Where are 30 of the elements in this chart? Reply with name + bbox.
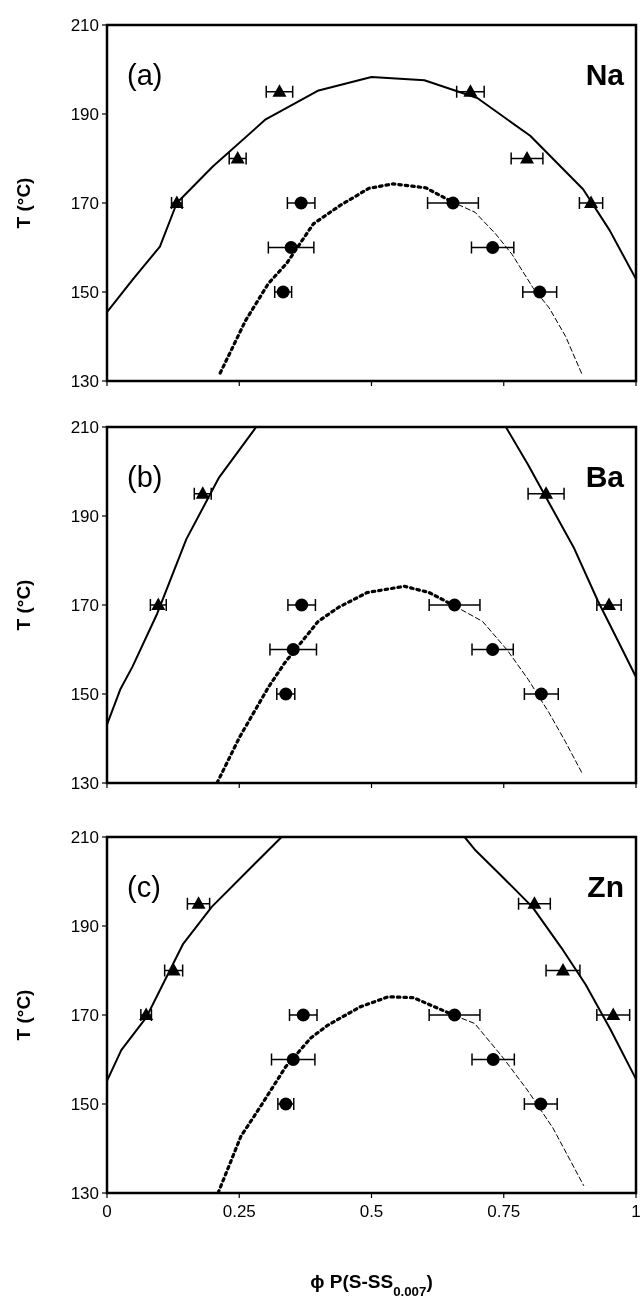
annotation: (c) bbox=[127, 871, 161, 903]
y-axis-title: T (°C) bbox=[13, 579, 34, 631]
annotation: (b) bbox=[127, 461, 163, 493]
y-tick-label: 210 bbox=[70, 15, 99, 35]
y-tick-label: 190 bbox=[70, 506, 99, 526]
y-tick-label: 150 bbox=[70, 684, 99, 704]
y-axis-title: T (°C) bbox=[13, 989, 34, 1041]
y-tick-label: 150 bbox=[70, 1094, 99, 1114]
y-tick-label: 210 bbox=[70, 417, 99, 437]
y-tick-label: 170 bbox=[70, 1005, 99, 1025]
x-tick-label: 0.5 bbox=[359, 1202, 384, 1221]
y-tick-label: 190 bbox=[70, 104, 99, 124]
x-axis-title: ϕ P(S-SS$_{0.007}$) bbox=[310, 1271, 433, 1299]
x-tick-label: 1 bbox=[631, 1202, 641, 1221]
y-tick-label: 150 bbox=[70, 282, 99, 302]
annotation: Na bbox=[585, 58, 625, 91]
x-tick-label: 0.75 bbox=[487, 1202, 521, 1221]
y-tick-label: 170 bbox=[70, 595, 99, 615]
y-tick-label: 170 bbox=[70, 193, 99, 213]
annotation: Ba bbox=[585, 460, 625, 493]
y-tick-label: 130 bbox=[70, 773, 99, 793]
annotation: Zn bbox=[587, 870, 624, 903]
y-tick-label: 190 bbox=[70, 916, 99, 936]
annotation: (a) bbox=[127, 59, 163, 91]
x-tick-label: 0.25 bbox=[222, 1202, 256, 1221]
y-axis-title: T (°C) bbox=[13, 177, 34, 229]
y-tick-label: 130 bbox=[70, 1183, 99, 1203]
y-tick-label: 130 bbox=[70, 371, 99, 391]
y-tick-label: 210 bbox=[70, 827, 99, 847]
x-tick-label: 0 bbox=[102, 1202, 112, 1221]
